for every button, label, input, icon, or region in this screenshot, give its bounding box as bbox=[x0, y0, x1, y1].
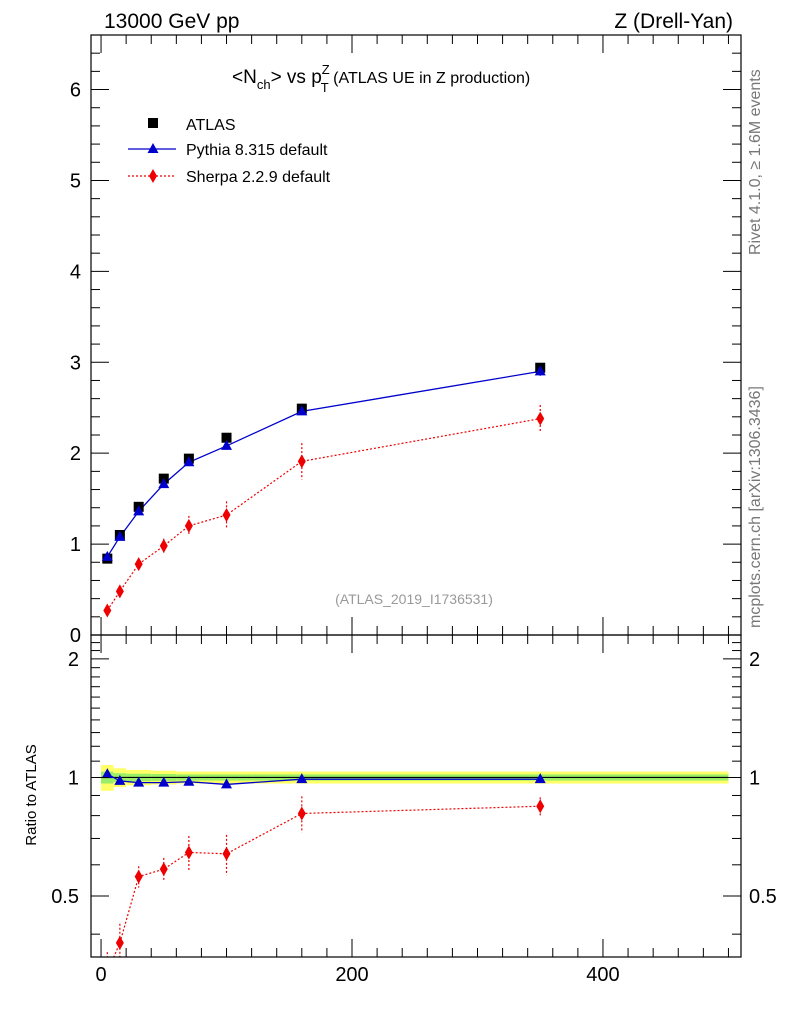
ratio-y-tick-label-right: 2 bbox=[749, 649, 760, 671]
x-tick-labels: 0 200 400 bbox=[95, 964, 619, 986]
main-y-tick-label: 5 bbox=[70, 170, 81, 192]
title-sub-ch: ch bbox=[257, 77, 271, 92]
ratio-sherpa-point bbox=[134, 869, 143, 884]
pythia-point bbox=[221, 439, 233, 450]
ratio-y-tick-label-right: 1 bbox=[749, 767, 760, 789]
legend-sherpa-label: Sherpa 2.2.9 default bbox=[186, 169, 331, 186]
pythia-point bbox=[296, 405, 308, 416]
ratio-y-tick-label-left: 1 bbox=[68, 767, 79, 789]
ratio-sherpa-point bbox=[184, 845, 193, 860]
sherpa-point bbox=[297, 454, 306, 469]
sherpa-point bbox=[222, 508, 231, 522]
pythia-point bbox=[534, 365, 546, 376]
rivet-label: Rivet 4.1.0, ≥ 1.6M events bbox=[747, 69, 764, 255]
sherpa-point bbox=[115, 584, 124, 599]
sherpa-point bbox=[536, 411, 545, 426]
title-mid: > vs p bbox=[271, 67, 322, 88]
main-y-tick-labels: 0 1 2 3 4 5 6 bbox=[70, 80, 81, 647]
ratio-sherpa-point bbox=[159, 862, 168, 877]
main-y-tick-label: 3 bbox=[70, 352, 81, 374]
pythia-point bbox=[101, 550, 113, 561]
ratio-panel: 0.5 1 2 0.5 1 2 0 200 400 Ratio to ATLAS bbox=[23, 634, 777, 986]
ratio-y-tick-label-left: 2 bbox=[68, 649, 79, 671]
analysis-watermark: (ATLAS_2019_I1736531) bbox=[335, 591, 493, 607]
x-tick-label: 200 bbox=[335, 964, 368, 986]
sherpa-line bbox=[106, 418, 541, 611]
pythia-line bbox=[106, 370, 541, 558]
ratio-pythia-point bbox=[133, 776, 145, 787]
main-axis-ticks bbox=[91, 35, 741, 636]
legend-sherpa-marker bbox=[149, 169, 157, 183]
x-tick-label: 0 bbox=[95, 964, 106, 986]
main-plot-title: <Nch> vs pZ T (ATLAS UE in Z production) bbox=[232, 62, 530, 95]
pythia-point bbox=[114, 530, 126, 541]
ratio-sherpa-point bbox=[222, 846, 231, 861]
header-collision: 13000 GeV pp bbox=[104, 10, 239, 33]
ratio-y-tick-labels: 0.5 1 2 bbox=[51, 649, 79, 908]
header-process: Z (Drell-Yan) bbox=[614, 10, 733, 33]
legend-pythia-marker bbox=[147, 143, 159, 153]
sherpa-point bbox=[184, 518, 193, 533]
mcplots-label: mcplots.cern.ch [arXiv:1306.3436] bbox=[747, 386, 764, 628]
ratio-y-tick-labels-right: 0.5 1 2 bbox=[749, 649, 777, 908]
main-y-tick-label: 0 bbox=[70, 625, 81, 647]
main-chart-layer bbox=[101, 362, 546, 618]
legend-atlas-label: ATLAS bbox=[186, 117, 236, 134]
ratio-pythia-point bbox=[101, 768, 113, 779]
legend-atlas-marker bbox=[148, 118, 158, 128]
main-y-tick-label: 2 bbox=[70, 443, 81, 465]
pythia-point bbox=[158, 478, 170, 489]
ratio-pythia-point bbox=[114, 774, 126, 785]
pythia-point bbox=[133, 505, 145, 516]
main-y-tick-label: 1 bbox=[70, 534, 81, 556]
legend-pythia-label: Pythia 8.315 default bbox=[186, 142, 328, 159]
ratio-sherpa-point bbox=[536, 799, 545, 814]
ratio-sherpa-line bbox=[113, 805, 541, 957]
x-tick-label: 400 bbox=[586, 964, 619, 986]
ratio-y-tick-label-right: 0.5 bbox=[749, 886, 777, 908]
main-panel: 0 1 2 3 4 5 6 <Nch> vs pZ T (ATLAS UE in Z prod… bbox=[70, 34, 742, 647]
ratio-sherpa-point bbox=[115, 935, 124, 950]
main-y-tick-label: 6 bbox=[70, 80, 81, 102]
ratio-pythia-point bbox=[183, 775, 195, 786]
ratio-sherpa-point bbox=[297, 806, 306, 821]
ratio-pythia-point bbox=[534, 773, 546, 784]
ratio-y-axis-label: Ratio to ATLAS bbox=[23, 744, 40, 845]
sherpa-point bbox=[103, 603, 112, 618]
main-y-tick-label: 4 bbox=[70, 261, 81, 283]
title-sub-t: T bbox=[321, 80, 329, 95]
title-sup-z: Z bbox=[322, 62, 330, 77]
legend: ATLAS Pythia 8.315 default Sherpa 2.2.9 … bbox=[128, 117, 331, 186]
title-post: (ATLAS UE in Z production) bbox=[329, 70, 531, 87]
sherpa-point bbox=[134, 557, 143, 572]
title-pre: <N bbox=[232, 67, 257, 88]
ratio-chart-layer bbox=[101, 765, 729, 957]
ratio-y-tick-label-left: 0.5 bbox=[51, 886, 79, 908]
ratio-pythia-point bbox=[221, 778, 233, 789]
ratio-frame bbox=[90, 634, 742, 958]
sherpa-point bbox=[159, 538, 168, 553]
ratio-pythia-point bbox=[296, 773, 308, 784]
atlas-point bbox=[221, 432, 232, 443]
ratio-pythia-point bbox=[158, 776, 170, 787]
ratio-axis-ticks bbox=[91, 635, 741, 957]
pythia-point bbox=[183, 456, 195, 467]
